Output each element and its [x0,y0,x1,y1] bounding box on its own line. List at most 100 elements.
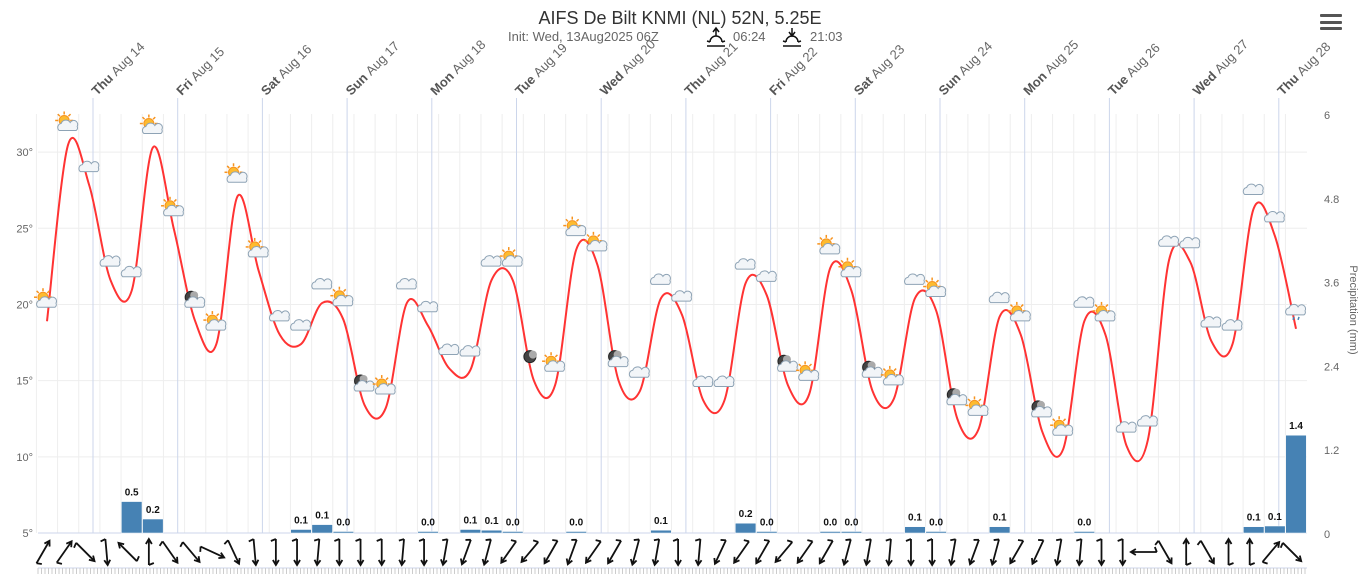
chart-title: AIFS De Bilt KNMI (NL) 52N, 5.25E [538,8,821,28]
precip-label: 0.0 [929,518,943,529]
cloud-icon [396,278,417,290]
sun-cloud-icon [330,286,354,307]
hamburger-menu-icon[interactable] [1320,14,1342,34]
wind-arrow-icon [1030,539,1045,566]
precip-bar [290,529,312,534]
precip-bar [1264,525,1286,534]
wind-arrow-icon [713,539,727,566]
wind-arrow-icon [1053,538,1063,567]
wind-arrow-icon [1009,539,1025,565]
wind-arrow-icon [355,538,365,567]
wind-arrow-icon [398,538,406,567]
wind-arrow-icon [863,538,872,567]
wind-arrow-icon [565,538,578,566]
cloud-icon [268,310,290,322]
sunset-icon [782,28,802,47]
cloud-icon [1179,236,1201,249]
y-left-tick: 15° [16,376,33,388]
day-label: Mon Aug 25 [1020,37,1081,98]
day-label: Thu Aug 21 [681,39,740,98]
sun-cloud-icon [55,111,79,131]
wind-arrow-icon [584,539,602,565]
cloud-icon [671,290,693,302]
wind-arrow-icon [1117,538,1127,567]
wind-arrow-icon [1154,540,1173,565]
wind-arrow-icon [418,538,428,567]
sun-cloud-icon [1007,301,1031,322]
precip-label: 0.5 [125,488,139,499]
sun-cloud-icon [245,237,269,258]
sun-cloud-icon [563,216,587,237]
wind-arrow-icon [117,541,140,562]
y-left-tick: 20° [16,299,33,311]
y-right-tick: 1.2 [1324,445,1339,457]
cloud-icon [78,160,100,173]
precip-label: 0.0 [1077,518,1091,529]
sun-cloud-icon [224,163,248,183]
precip-label: 0.0 [336,518,350,529]
moon-cloud-icon [607,350,629,368]
wind-arrow-icon [694,538,703,567]
wind-arrow-icon [885,538,893,567]
precip-bar [1243,526,1265,534]
wind-arrow-icon [905,538,915,567]
day-label: Sun Aug 17 [343,38,403,98]
wind-arrow-icon [291,538,301,567]
cloud-icon [438,343,460,355]
sun-cloud-icon [139,114,163,135]
precip-label: 0.1 [294,516,308,527]
cloud-icon [650,273,671,285]
wind-arrow-icon [145,537,155,566]
day-label: Sat Aug 23 [851,42,908,99]
sunrise-icon [706,26,726,47]
cloud-icon [290,319,312,331]
wind-arrow-icon [459,538,472,566]
sunrise-time: 06:24 [733,29,766,44]
precip-label: 0.0 [760,518,774,529]
wind-arrow-icon [100,538,112,567]
precip-bar [417,531,439,534]
wind-arrow-icon [500,539,517,565]
wind-arrow-icon [376,538,386,567]
wind-arrow-icon [948,538,957,567]
precip-label: 0.2 [146,505,160,516]
wind-arrow-icon [607,539,622,565]
wind-arrow-icon [1261,540,1281,565]
wind-arrow-icon [1182,537,1192,566]
day-label: Tue Aug 26 [1105,40,1163,98]
wind-arrow-icon [818,539,834,565]
y-left-tick: 25° [16,223,33,235]
precip-bar [1285,434,1307,534]
precip-label: 0.0 [569,518,583,529]
wind-arrow-icon [1279,542,1303,563]
sun-cloud-icon [880,365,904,386]
sun-cloud-icon [499,247,523,267]
wind-arrow-icon [672,538,682,567]
cloud-icon [1073,296,1095,308]
sun-cloud-icon [372,375,396,395]
cloud-icon [713,375,735,387]
precip-bar [121,501,143,534]
wind-arrow-icon [774,539,793,564]
sun-cloud-icon [34,288,57,308]
cloud-icon [1136,415,1158,427]
sun-cloud-icon [923,277,947,298]
day-label: Fri Aug 15 [173,44,227,98]
cloud-icon [628,366,650,378]
moon-icon [523,350,537,364]
y-right-tick: 2.4 [1324,361,1339,373]
moon-cloud-icon [861,360,883,378]
wind-arrow-icon [35,539,51,565]
wind-arrow-icon [543,539,559,565]
wind-arrow-icon [248,538,260,567]
wind-arrow-icon [796,539,814,565]
precip-label: 0.2 [739,509,753,520]
cloud-icon [734,258,756,270]
precip-bar [1073,531,1095,534]
wind-arrow-icon [926,538,936,567]
day-label: Wed Aug 27 [1190,37,1252,99]
precip-label: 0.0 [845,518,859,529]
sun-cloud-icon [161,196,185,217]
precip-bar [840,531,863,534]
